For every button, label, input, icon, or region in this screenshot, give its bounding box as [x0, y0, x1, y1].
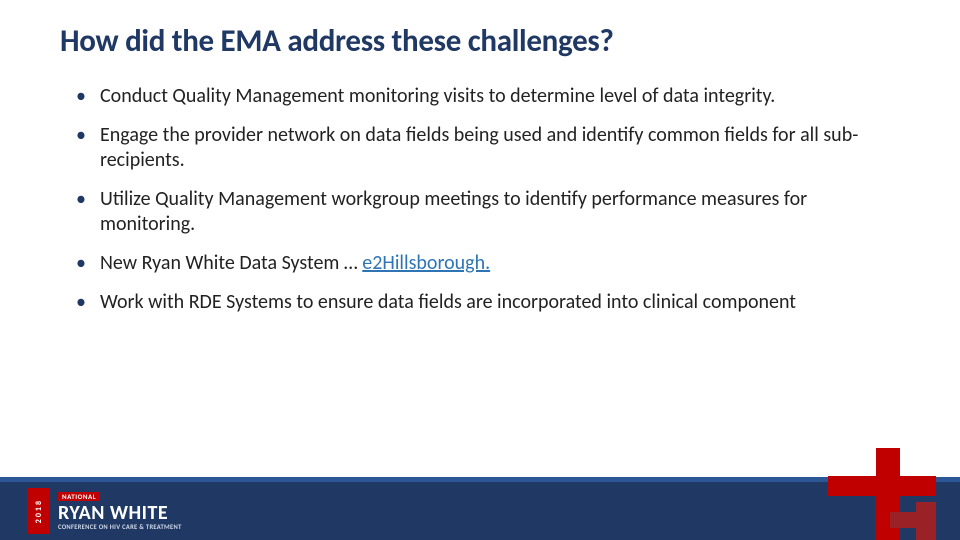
- logo-year: 2018: [34, 499, 44, 523]
- logo-national-tag: NATIONAL: [58, 492, 100, 501]
- link-e2hillsborough[interactable]: e2Hillsborough.: [362, 251, 490, 275]
- bullet-list: Conduct Quality Management monitoring vi…: [60, 84, 900, 315]
- bullet-item: Conduct Quality Management monitoring vi…: [72, 84, 900, 108]
- logo-year-tab: 2018: [28, 488, 50, 534]
- bullet-text: Utilize Quality Management workgroup mee…: [100, 187, 807, 235]
- bullet-text: Conduct Quality Management monitoring vi…: [100, 84, 775, 108]
- ornament-horizontal-main: [828, 476, 936, 496]
- bullet-text-pre: New Ryan White Data System …: [100, 251, 362, 275]
- bullet-item: New Ryan White Data System … e2Hillsboro…: [72, 251, 900, 275]
- ornament-vertical-back: [916, 502, 936, 540]
- logo-text-block: NATIONAL RYAN WHITE CONFERENCE ON HIV CA…: [58, 492, 182, 531]
- bullet-item: Utilize Quality Management workgroup mee…: [72, 187, 900, 236]
- footer: 2018 NATIONAL RYAN WHITE CONFERENCE ON H…: [0, 468, 960, 540]
- bullet-item: Engage the provider network on data fiel…: [72, 123, 900, 172]
- bullet-text: Engage the provider network on data fiel…: [100, 123, 858, 171]
- logo-main-text: RYAN WHITE: [58, 503, 182, 523]
- bullet-item: Work with RDE Systems to ensure data fie…: [72, 290, 900, 314]
- logo-sub-text: CONFERENCE ON HIV CARE & TREATMENT: [58, 524, 182, 531]
- bullet-text: Work with RDE Systems to ensure data fie…: [100, 290, 796, 314]
- conference-logo: 2018 NATIONAL RYAN WHITE CONFERENCE ON H…: [28, 488, 182, 534]
- slide-title: How did the EMA address these challenges…: [60, 22, 900, 60]
- slide: How did the EMA address these challenges…: [0, 0, 960, 540]
